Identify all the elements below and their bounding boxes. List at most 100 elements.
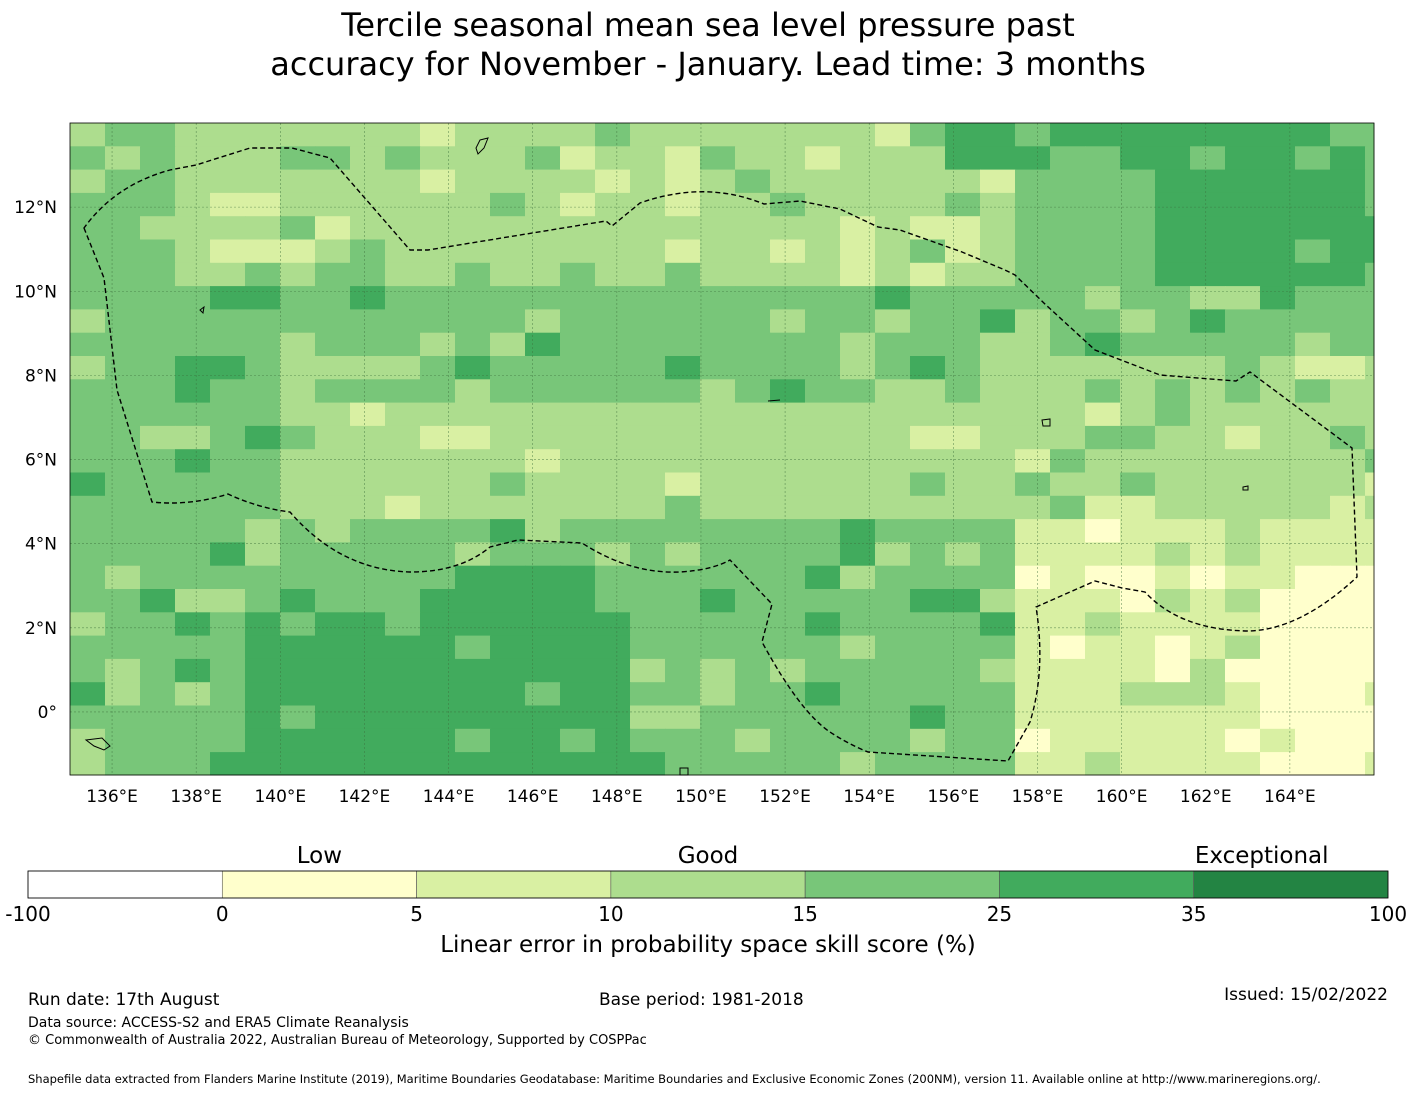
skill-cell [175,728,211,753]
skill-cell [770,402,806,427]
skill-cell [980,612,1016,637]
skill-cell [210,495,246,520]
skill-cell [1365,286,1375,310]
skill-cell [525,169,561,194]
skill-cell [385,262,421,287]
skill-cell [490,449,526,473]
skill-cell [210,449,246,473]
colorbar-segment [416,870,612,899]
skill-cell [840,192,876,217]
skill-cell [805,728,841,753]
skill-cell [875,635,911,660]
colorbar-tick-label: 100 [1368,902,1408,926]
skill-cell [1085,752,1121,776]
skill-cell [175,519,211,543]
skill-cell [665,542,701,567]
skill-cell [910,309,946,334]
skill-cell [1330,565,1366,590]
skill-cell [1190,123,1226,147]
skill-cell [1330,425,1366,450]
skill-cell [1330,402,1366,427]
skill-cell [980,542,1016,567]
skill-cell [770,169,806,194]
skill-cell [665,705,701,730]
skill-cell [105,309,141,334]
skill-cell [420,192,456,217]
skill-cell [455,565,491,590]
skill-cell [1120,635,1156,660]
skill-cell [1225,192,1261,217]
skill-cell [875,169,911,194]
skill-cell [210,262,246,287]
skill-cell [875,286,911,310]
skill-cell [420,495,456,520]
skill-cell [105,379,141,404]
skill-cell [105,425,141,450]
skill-cell [630,519,666,543]
skill-cell [770,635,806,660]
skill-cell [420,425,456,450]
skill-cell [1120,682,1156,706]
skill-cell [455,589,491,613]
skill-cell [700,286,736,310]
skill-cell [1155,565,1191,590]
skill-cell [840,658,876,683]
skill-cell [210,356,246,380]
skill-cell [630,332,666,357]
skill-cell [1225,635,1261,660]
map-title: Tercile seasonal mean sea level pressure… [0,6,1416,84]
skill-cell [245,565,281,590]
skill-cell [1330,472,1366,497]
skill-cell [455,472,491,497]
skill-cell [945,728,981,753]
skill-cell [1050,565,1086,590]
skill-cell [280,146,316,171]
skill-cell [560,309,596,334]
skill-cell [385,495,421,520]
skill-cell [805,123,841,147]
skill-cell [1050,239,1086,264]
skill-cell [1085,682,1121,706]
skill-cell [1085,728,1121,753]
skill-cell [910,379,946,404]
colorbar-segment [999,870,1195,899]
skill-cell [70,635,106,660]
colorbar-tick-label: 35 [1180,902,1207,926]
island-outline [84,737,111,751]
skill-cell [210,728,246,753]
skill-cell [1190,239,1226,264]
skill-cell [700,309,736,334]
lon-tick-label: 154°E [843,787,895,807]
skill-cell [210,542,246,567]
skill-cell [1120,495,1156,520]
skill-cell [315,146,351,171]
skill-cell [315,379,351,404]
skill-cell [1365,635,1375,660]
skill-cell [945,332,981,357]
skill-cell [385,449,421,473]
skill-cell [875,402,911,427]
skill-cell [1085,123,1121,147]
skill-cell [595,309,631,334]
skill-cell [420,286,456,310]
skill-cell [315,589,351,613]
skill-cell [735,682,771,706]
skill-cell [1120,728,1156,753]
skill-cell [175,449,211,473]
skill-cell [525,519,561,543]
skill-cell [630,262,666,287]
skill-cell [1120,542,1156,567]
skill-cell [1120,379,1156,404]
skill-cell [280,752,316,776]
skill-cell [735,262,771,287]
skill-cell [770,682,806,706]
skill-cell [700,332,736,357]
skill-cell [1155,239,1191,264]
skill-cell [1015,682,1051,706]
skill-cell [1085,495,1121,520]
skill-cell [420,123,456,147]
skill-cell [595,379,631,404]
skill-cell [700,705,736,730]
skill-cell [1365,542,1375,567]
skill-cell [140,216,176,240]
